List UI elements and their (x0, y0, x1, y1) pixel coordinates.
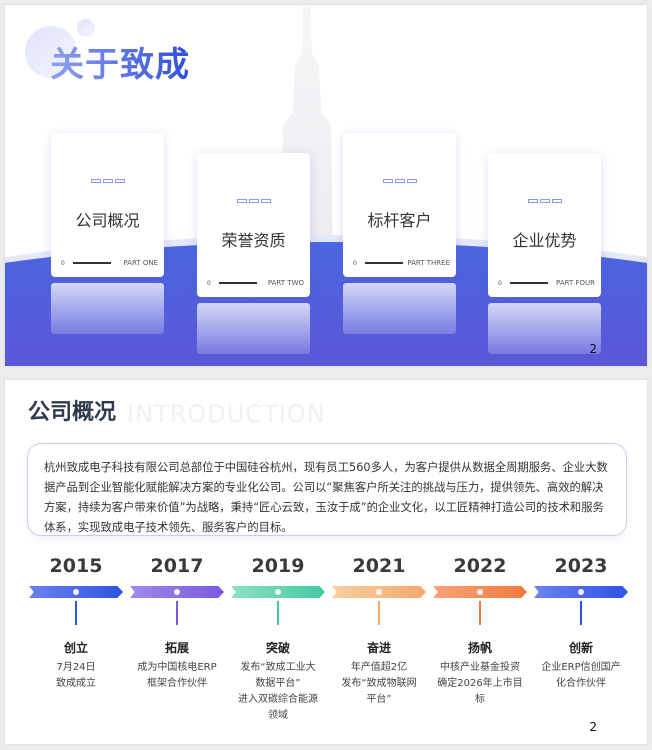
card-title: 标杆客户 (367, 211, 432, 230)
timeline-desc: 发布“致成工业大 数据平台” 进入双碳综合能源 领域 (228, 660, 328, 724)
decor-circle (25, 26, 77, 78)
timeline-connector (176, 601, 178, 625)
card-part-label: PART TWO (267, 279, 304, 287)
timeline-arrow (130, 586, 224, 598)
card-part-label: PART FOUR (556, 279, 595, 287)
timeline-desc-line: 数据平台” (255, 678, 301, 689)
timeline-arrow (29, 586, 123, 598)
timeline-item: 2023 创新 企业ERP信创国产 化合作伙伴 (531, 555, 631, 692)
timeline-desc-line: 发布“致成物联网 (341, 678, 417, 689)
card-title: 企业优势 (512, 231, 577, 250)
timeline-desc-line: 平台” (366, 694, 392, 705)
decor-dots (237, 199, 271, 203)
timeline-desc-line: 成为中国核电ERP (137, 662, 217, 673)
timeline-connector (479, 601, 481, 625)
card-reflection (343, 283, 456, 334)
timeline-desc: 成为中国核电ERP 框架合作伙伴 (127, 660, 227, 692)
timeline-year: 2023 (554, 555, 608, 577)
slide-about: 关于致成 公司概况 0 PART ONE 荣誉资质 0 PART TWO 标杆客户 … (5, 5, 647, 366)
divider-bar (72, 262, 111, 264)
timeline-dot (376, 589, 382, 595)
timeline-title: 创立 (63, 641, 88, 655)
timeline-connector (580, 601, 582, 625)
slide-overview: INTRODUCTION 公司概况 杭州致成电子科技有限公司总部位于中国硅谷杭州… (5, 380, 647, 744)
timeline-item: 2015 创立 7月24日致成成立 (26, 555, 126, 692)
timeline-desc: 年产值超2亿 发布“致成物联网 平台” (329, 660, 429, 708)
timeline-item: 2022 扬帆 中核产业基金投资 确定2026年上市目标 (430, 555, 530, 708)
card-reflection (197, 303, 310, 354)
divider-bar (218, 282, 257, 284)
timeline-desc-line: 框架合作伙伴 (147, 678, 207, 689)
timeline-desc: 企业ERP信创国产 化合作伙伴 (531, 660, 631, 692)
card-part-label: PART ONE (123, 259, 158, 267)
card-number: 0 (207, 279, 211, 287)
timeline-desc-line: 化合作伙伴 (556, 678, 606, 689)
divider-bar (509, 282, 548, 284)
decor-dots (383, 179, 417, 183)
card-number: 0 (498, 279, 502, 287)
decor-dots (528, 199, 562, 203)
timeline-dot (477, 589, 483, 595)
timeline-arrow (433, 586, 527, 598)
card-reflection (51, 283, 164, 334)
timeline-title: 创新 (568, 641, 593, 655)
timeline-desc-line: 标 (475, 694, 485, 705)
card-number: 0 (353, 259, 357, 267)
section-card[interactable]: 公司概况 0 PART ONE (51, 133, 164, 277)
timeline-desc-line: 发布“致成工业大 (240, 662, 316, 673)
card-title: 公司概况 (75, 211, 140, 230)
timeline-desc: 7月24日致成成立 (26, 660, 126, 692)
timeline-arrow (231, 586, 325, 598)
timeline-title: 奋进 (366, 641, 391, 655)
timeline-item: 2019 突破 发布“致成工业大 数据平台” 进入双碳综合能源 领域 (228, 555, 328, 724)
divider-bar (364, 262, 403, 264)
slide-title: 公司概况 (28, 400, 117, 425)
timeline-title: 突破 (265, 641, 290, 655)
decor-circle-small (77, 19, 95, 37)
timeline-title: 拓展 (164, 641, 189, 655)
timeline-connector (378, 601, 380, 625)
timeline-desc-line: 年产值超2亿 (350, 662, 408, 673)
card-part-label: PART THREE (407, 259, 450, 267)
page-number: 2 (589, 720, 597, 734)
timeline-dot (275, 589, 281, 595)
timeline-year: 2021 (352, 555, 406, 577)
timeline-desc-line: 致成成立 (56, 678, 96, 689)
timeline-desc-line: 进入双碳综合能源 (238, 694, 318, 705)
intro-box: 杭州致成电子科技有限公司总部位于中国硅谷杭州，现有员工560多人，为客户提供从数… (27, 443, 627, 536)
timeline-desc-line: 领域 (268, 710, 288, 721)
page-number: 2 (589, 342, 597, 356)
slide-title: 关于致成 (50, 37, 190, 86)
section-card[interactable]: 企业优势 0 PART FOUR (488, 153, 601, 297)
timeline-dot (578, 589, 584, 595)
timeline-dot (73, 589, 79, 595)
timeline-arrow (534, 586, 628, 598)
timeline-item: 2017 拓展 成为中国核电ERP 框架合作伙伴 (127, 555, 227, 692)
section-card[interactable]: 标杆客户 0 PART THREE (343, 133, 456, 277)
timeline-desc-line: 中核产业基金投资 (440, 662, 520, 673)
timeline-desc-line: 7月24日 (56, 662, 96, 673)
timeline-connector (277, 601, 279, 625)
timeline-dot (174, 589, 180, 595)
timeline-connector (75, 601, 77, 625)
timeline-arrow (332, 586, 426, 598)
timeline-year: 2019 (251, 555, 305, 577)
watermark-text: INTRODUCTION (127, 400, 326, 428)
timeline-year: 2022 (453, 555, 507, 577)
timeline-desc-line: 企业ERP信创国产 (541, 662, 621, 673)
timeline-item: 2021 奋进 年产值超2亿 发布“致成物联网 平台” (329, 555, 429, 708)
decor-dots (91, 179, 125, 183)
section-card[interactable]: 荣誉资质 0 PART TWO (197, 153, 310, 297)
card-number: 0 (61, 259, 65, 267)
card-title: 荣誉资质 (221, 231, 286, 250)
timeline-desc: 中核产业基金投资 确定2026年上市目标 (430, 660, 530, 708)
card-reflection (488, 303, 601, 354)
timeline-desc-line: 确定2026年上市目 (437, 678, 523, 689)
timeline-title: 扬帆 (467, 641, 492, 655)
timeline-year: 2015 (49, 555, 103, 577)
timeline-year: 2017 (150, 555, 204, 577)
